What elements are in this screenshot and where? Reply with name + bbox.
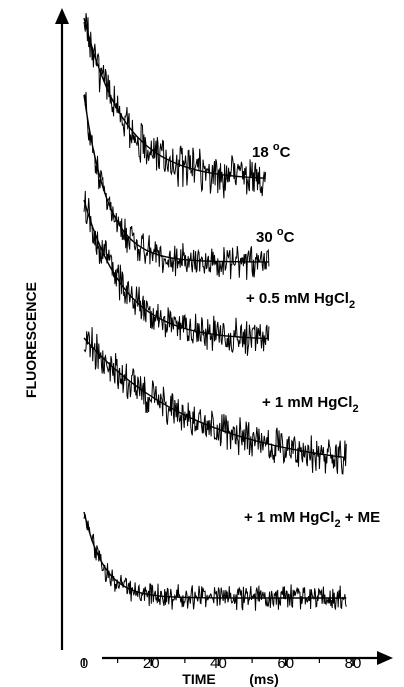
x-tick-label: 0 xyxy=(80,655,88,672)
series-group xyxy=(83,13,347,611)
series-trace xyxy=(83,190,270,356)
x-axis-arrow xyxy=(377,651,393,665)
series-label: + 1 mM HgCl2 + ME xyxy=(244,509,380,530)
series-fit-curve xyxy=(83,199,269,340)
x-tick-label: 40 xyxy=(210,655,227,672)
series-fit-curve xyxy=(83,337,347,459)
x-tick-label: 20 xyxy=(143,655,160,672)
series-label: 18 oC xyxy=(252,141,291,161)
x-axis-title: TIME xyxy=(182,671,215,687)
series-trace xyxy=(83,513,347,611)
series-labels: 18 oC 30 oC + 0.5 mM HgCl2 + 1 mM HgCl2 + 1 … xyxy=(244,141,380,530)
x-axis-tick-labels: 0 20 40 60 80 xyxy=(80,655,362,672)
series-fit-curve xyxy=(83,94,269,263)
series-trace xyxy=(83,327,347,475)
x-axis-unit: (ms) xyxy=(249,671,279,687)
series-label: + 1 mM HgCl2 xyxy=(262,394,359,415)
series-trace xyxy=(83,13,267,199)
series-label: 30 oC xyxy=(256,226,295,246)
x-tick-label: 60 xyxy=(277,655,294,672)
series-label: + 0.5 mM HgCl2 xyxy=(246,290,355,311)
y-axis-arrow xyxy=(55,8,69,24)
series-fit-curve xyxy=(83,511,347,599)
x-axis-ticks xyxy=(83,658,354,666)
y-axis-title: FLUORESCENCE xyxy=(23,282,39,398)
x-tick-label: 80 xyxy=(345,655,362,672)
series-fit-curve xyxy=(83,17,266,179)
series-trace xyxy=(83,91,270,280)
